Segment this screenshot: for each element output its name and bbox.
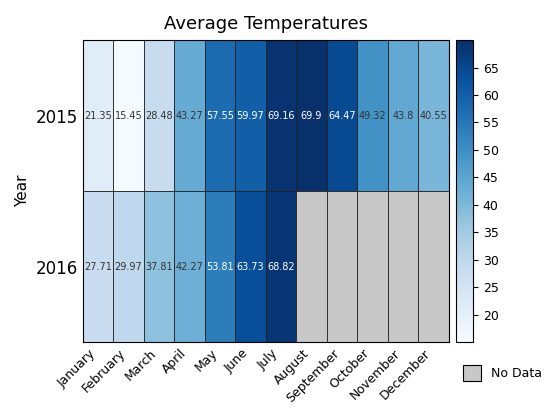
Text: 29.97: 29.97 — [115, 262, 142, 272]
Bar — [143, 40, 174, 191]
Bar — [204, 191, 235, 342]
Bar — [326, 191, 357, 342]
Text: 64.47: 64.47 — [328, 110, 356, 121]
Bar — [418, 191, 449, 342]
Text: 21.35: 21.35 — [84, 110, 112, 121]
Bar — [265, 191, 296, 342]
Bar — [83, 191, 113, 342]
Bar — [388, 191, 418, 342]
Text: 63.73: 63.73 — [236, 262, 264, 272]
Text: 43.27: 43.27 — [175, 110, 203, 121]
Text: 53.81: 53.81 — [206, 262, 234, 272]
Text: 49.32: 49.32 — [358, 110, 386, 121]
Bar — [235, 191, 265, 342]
Bar — [235, 40, 265, 191]
Bar — [357, 40, 388, 191]
Bar — [326, 40, 357, 191]
Text: 15.45: 15.45 — [115, 110, 142, 121]
Text: 40.55: 40.55 — [419, 110, 447, 121]
Bar — [265, 40, 296, 191]
Text: 57.55: 57.55 — [206, 110, 234, 121]
Text: 69.16: 69.16 — [267, 110, 295, 121]
Text: 43.8: 43.8 — [392, 110, 413, 121]
Text: 28.48: 28.48 — [145, 110, 172, 121]
Bar — [388, 40, 418, 191]
Bar — [83, 40, 113, 191]
Legend: No Data: No Data — [458, 360, 547, 386]
Bar — [296, 191, 326, 342]
Title: Average Temperatures: Average Temperatures — [164, 15, 367, 33]
Text: 59.97: 59.97 — [236, 110, 264, 121]
Bar — [113, 191, 143, 342]
Text: 37.81: 37.81 — [145, 262, 172, 272]
Text: 68.82: 68.82 — [267, 262, 295, 272]
Bar — [296, 40, 326, 191]
Text: 69.9: 69.9 — [301, 110, 322, 121]
Bar — [174, 191, 204, 342]
Bar — [113, 40, 143, 191]
Bar — [357, 191, 388, 342]
Y-axis label: Year: Year — [15, 175, 30, 207]
Bar — [204, 40, 235, 191]
Bar — [418, 40, 449, 191]
Text: 42.27: 42.27 — [175, 262, 203, 272]
Text: 27.71: 27.71 — [84, 262, 112, 272]
Bar — [143, 191, 174, 342]
Bar — [174, 40, 204, 191]
